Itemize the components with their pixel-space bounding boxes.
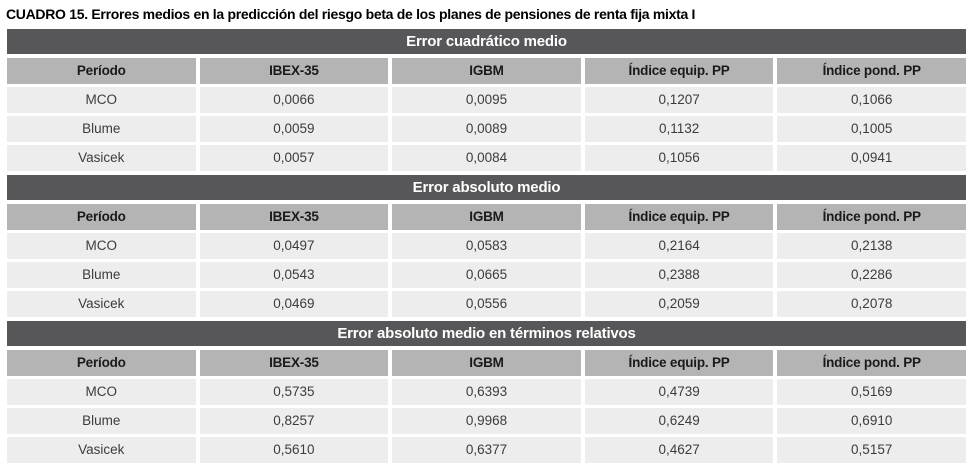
data-cell: 0,5735 xyxy=(199,379,389,405)
section-header: Error absoluto medio xyxy=(7,175,966,200)
data-cell: 0,2059 xyxy=(584,291,774,317)
row-label: Blume xyxy=(7,408,196,434)
data-cell: 0,2164 xyxy=(584,233,774,259)
table: Error cuadrático medio Período IBEX-35 I… xyxy=(7,29,966,463)
data-cell: 0,2286 xyxy=(777,262,966,288)
data-cell: 0,9968 xyxy=(392,408,581,434)
data-cell: 0,0084 xyxy=(392,145,581,171)
data-cell: 0,0089 xyxy=(392,116,581,142)
data-cell: 0,0665 xyxy=(392,262,581,288)
data-cell: 0,5157 xyxy=(777,437,966,463)
data-cell: 0,1066 xyxy=(777,87,966,113)
section-grid: Período IBEX-35 IGBM Índice equip. PP Ín… xyxy=(7,350,966,463)
data-cell: 0,6377 xyxy=(392,437,581,463)
data-cell: 0,2078 xyxy=(777,291,966,317)
column-header-ibex35: IBEX-35 xyxy=(199,204,389,230)
data-cell: 0,2138 xyxy=(777,233,966,259)
data-cell: 0,0941 xyxy=(777,145,966,171)
data-cell: 0,0066 xyxy=(199,87,389,113)
section-error-absoluto-medio-relativo: Error absoluto medio en términos relativ… xyxy=(7,321,966,463)
data-cell: 0,6910 xyxy=(777,408,966,434)
data-cell: 0,8257 xyxy=(199,408,389,434)
data-cell: 0,4739 xyxy=(584,379,774,405)
data-cell: 0,6249 xyxy=(584,408,774,434)
data-cell: 0,0497 xyxy=(199,233,389,259)
row-label: Blume xyxy=(7,116,196,142)
column-header-igbm: IGBM xyxy=(392,58,581,84)
column-header-periodo: Período xyxy=(7,350,196,376)
data-cell: 0,0095 xyxy=(392,87,581,113)
column-header-indice-pond-pp: Índice pond. PP xyxy=(777,58,966,84)
section-error-cuadratico-medio: Error cuadrático medio Período IBEX-35 I… xyxy=(7,29,966,171)
row-label: Vasicek xyxy=(7,291,196,317)
data-cell: 0,0469 xyxy=(199,291,389,317)
column-header-indice-pond-pp: Índice pond. PP xyxy=(777,350,966,376)
column-header-indice-equip-pp: Índice equip. PP xyxy=(584,204,774,230)
section-grid: Período IBEX-35 IGBM Índice equip. PP Ín… xyxy=(7,58,966,171)
data-cell: 0,0556 xyxy=(392,291,581,317)
column-header-ibex35: IBEX-35 xyxy=(199,350,389,376)
data-cell: 0,1005 xyxy=(777,116,966,142)
column-header-periodo: Período xyxy=(7,58,196,84)
data-cell: 0,1056 xyxy=(584,145,774,171)
data-cell: 0,6393 xyxy=(392,379,581,405)
column-header-periodo: Período xyxy=(7,204,196,230)
column-header-indice-equip-pp: Índice equip. PP xyxy=(584,58,774,84)
column-header-igbm: IGBM xyxy=(392,350,581,376)
data-cell: 0,5610 xyxy=(199,437,389,463)
data-cell: 0,4627 xyxy=(584,437,774,463)
section-header: Error absoluto medio en términos relativ… xyxy=(7,321,966,346)
section-grid: Período IBEX-35 IGBM Índice equip. PP Ín… xyxy=(7,204,966,317)
column-header-indice-pond-pp: Índice pond. PP xyxy=(777,204,966,230)
column-header-indice-equip-pp: Índice equip. PP xyxy=(584,350,774,376)
data-cell: 0,0583 xyxy=(392,233,581,259)
data-cell: 0,1207 xyxy=(584,87,774,113)
data-cell: 0,2388 xyxy=(584,262,774,288)
row-label: MCO xyxy=(7,87,196,113)
row-label: Blume xyxy=(7,262,196,288)
row-label: Vasicek xyxy=(7,437,196,463)
data-cell: 0,0543 xyxy=(199,262,389,288)
column-header-ibex35: IBEX-35 xyxy=(199,58,389,84)
row-label: Vasicek xyxy=(7,145,196,171)
data-cell: 0,0059 xyxy=(199,116,389,142)
section-header: Error cuadrático medio xyxy=(7,29,966,54)
data-cell: 0,0057 xyxy=(199,145,389,171)
column-header-igbm: IGBM xyxy=(392,204,581,230)
row-label: MCO xyxy=(7,233,196,259)
section-error-absoluto-medio: Error absoluto medio Período IBEX-35 IGB… xyxy=(7,175,966,317)
data-cell: 0,5169 xyxy=(777,379,966,405)
data-cell: 0,1132 xyxy=(584,116,774,142)
table-caption: CUADRO 15. Errores medios en la predicci… xyxy=(6,6,696,22)
row-label: MCO xyxy=(7,379,196,405)
